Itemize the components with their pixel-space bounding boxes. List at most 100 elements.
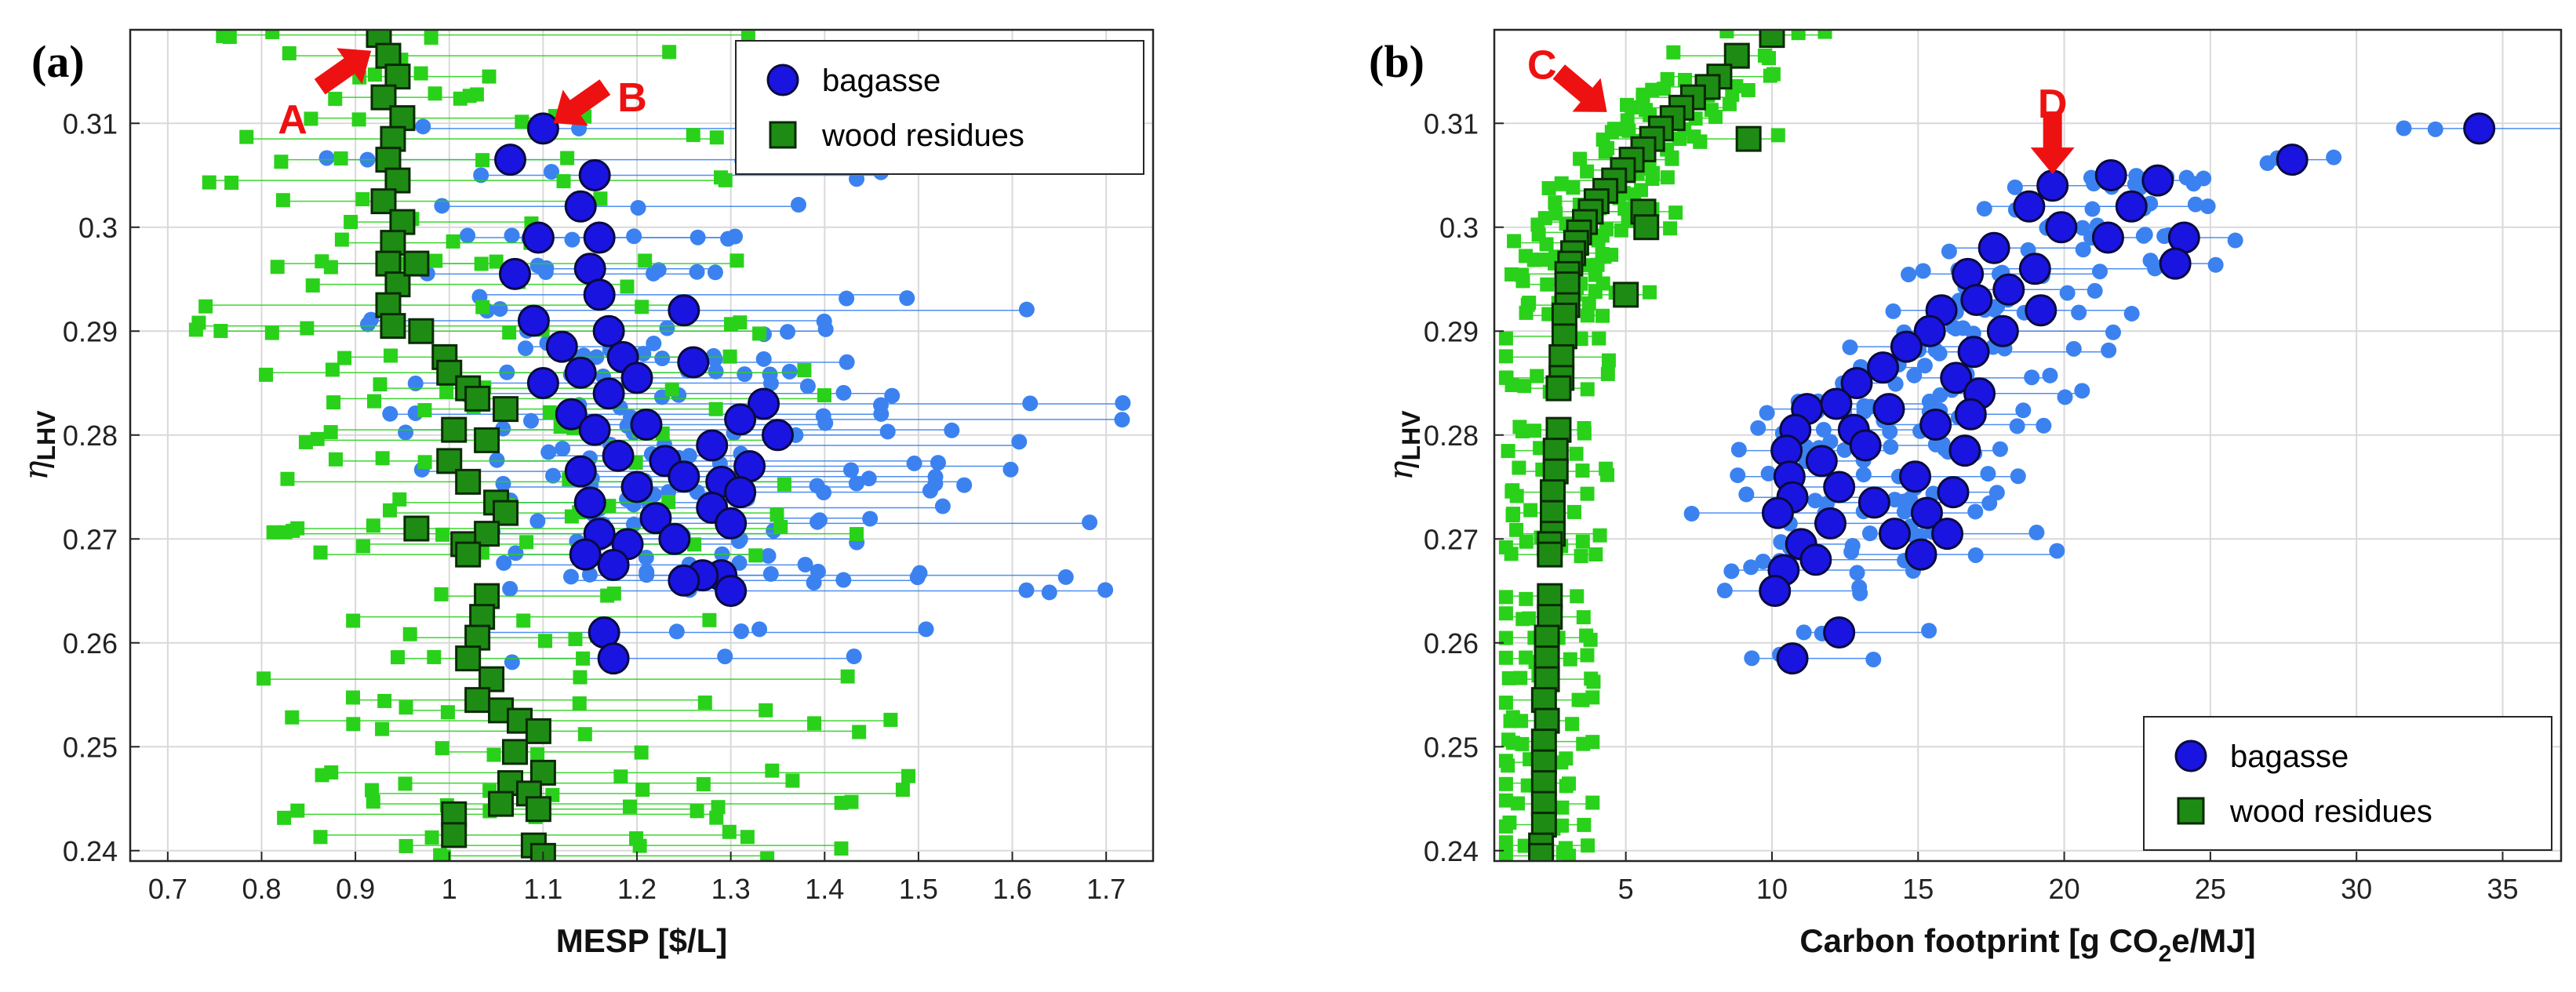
range-point [277,810,292,825]
range-point [593,191,608,206]
y-tick-label: 0.27 [63,523,118,555]
range-point [274,154,289,169]
range-point [1114,412,1130,428]
point-wood-residues [1545,375,1572,402]
range-point [384,348,398,363]
legend-box [2143,716,2552,851]
range-point [639,567,655,583]
range-point [895,783,910,798]
point-bagasse [1849,429,1882,462]
range-point [1563,652,1577,667]
range-point [1581,296,1596,311]
range-point [1570,589,1585,604]
point-wood-residues [455,541,482,568]
range-point [1498,650,1513,665]
y-tick-label: 0.24 [1424,835,1479,867]
point-wood-residues [501,739,528,765]
range-point [1750,420,1766,436]
range-point [1723,563,1740,580]
point-bagasse [1799,543,1832,576]
point-bagasse [1957,336,1990,369]
range-point [2009,418,2025,434]
point-bagasse [1761,496,1794,529]
range-point [1585,735,1600,750]
x-axis-label: MESP [$/L] [556,922,728,959]
x-tick-label: 1.3 [711,873,751,905]
range-point [1617,202,1632,216]
range-point [436,849,451,861]
range-point [363,311,380,328]
range-point [1760,465,1777,481]
range-point [752,326,767,341]
x-tick-label: 0.9 [336,873,375,905]
range-point [516,613,531,628]
annotation-label-A: A [278,97,307,143]
point-bagasse [1805,445,1838,478]
range-point [367,394,382,409]
y-tick-label: 0.3 [1439,212,1479,244]
range-point [1540,277,1555,292]
range-point [391,650,406,665]
range-point [489,452,505,468]
range-point [909,569,926,586]
range-point [325,362,340,377]
range-point [344,215,358,230]
series-wood-residues [366,30,556,861]
legend-label: bagasse [2230,739,2349,774]
point-bagasse [1776,642,1809,675]
range-point [606,586,621,601]
range-point [1498,835,1513,850]
range-point [1515,274,1530,289]
x-tick-label: 20 [2049,873,2080,905]
range-point [1601,353,1616,368]
range-point [668,623,685,640]
point-bagasse [494,144,527,176]
range-point [635,300,649,314]
range-point [1566,180,1581,195]
range-point [2178,169,2195,186]
range-point [1672,132,1687,147]
range-point [737,366,753,383]
range-point [1941,243,1957,260]
range-point [1517,379,1532,394]
range-point [759,703,773,718]
range-point [834,841,849,856]
range-point [2059,285,2076,301]
range-point [1574,549,1588,564]
point-bagasse [578,159,611,191]
range-point [572,696,587,711]
point-bagasse [1919,409,1952,441]
point-bagasse [1986,314,2019,347]
range-point [492,300,508,317]
range-point [733,315,748,330]
range-point [1097,582,1114,598]
range-point [515,114,529,129]
range-point [324,765,339,779]
range-point [620,279,635,294]
range-point [377,693,392,708]
range-point [577,727,592,742]
range-point [564,231,580,248]
range-point [1509,522,1524,537]
y-tick-label: 0.25 [63,731,118,763]
range-point [2074,383,2090,399]
point-bagasse [555,398,588,431]
range-point [1577,817,1592,832]
y-tick-label: 0.26 [1424,627,1479,660]
range-point [901,769,916,783]
range-point [1498,606,1513,621]
range-point [326,395,341,410]
range-point [884,387,901,404]
range-point [906,455,922,471]
range-point [1865,651,1882,667]
range-point [198,299,213,314]
range-point [777,477,791,492]
point-bagasse [2025,294,2058,327]
range-point [1921,623,1937,639]
range-point [1512,460,1526,475]
range-point [1530,369,1545,383]
legend: bagasse wood residues [735,40,1144,175]
range-point [2024,369,2040,386]
point-bagasse [630,409,663,441]
